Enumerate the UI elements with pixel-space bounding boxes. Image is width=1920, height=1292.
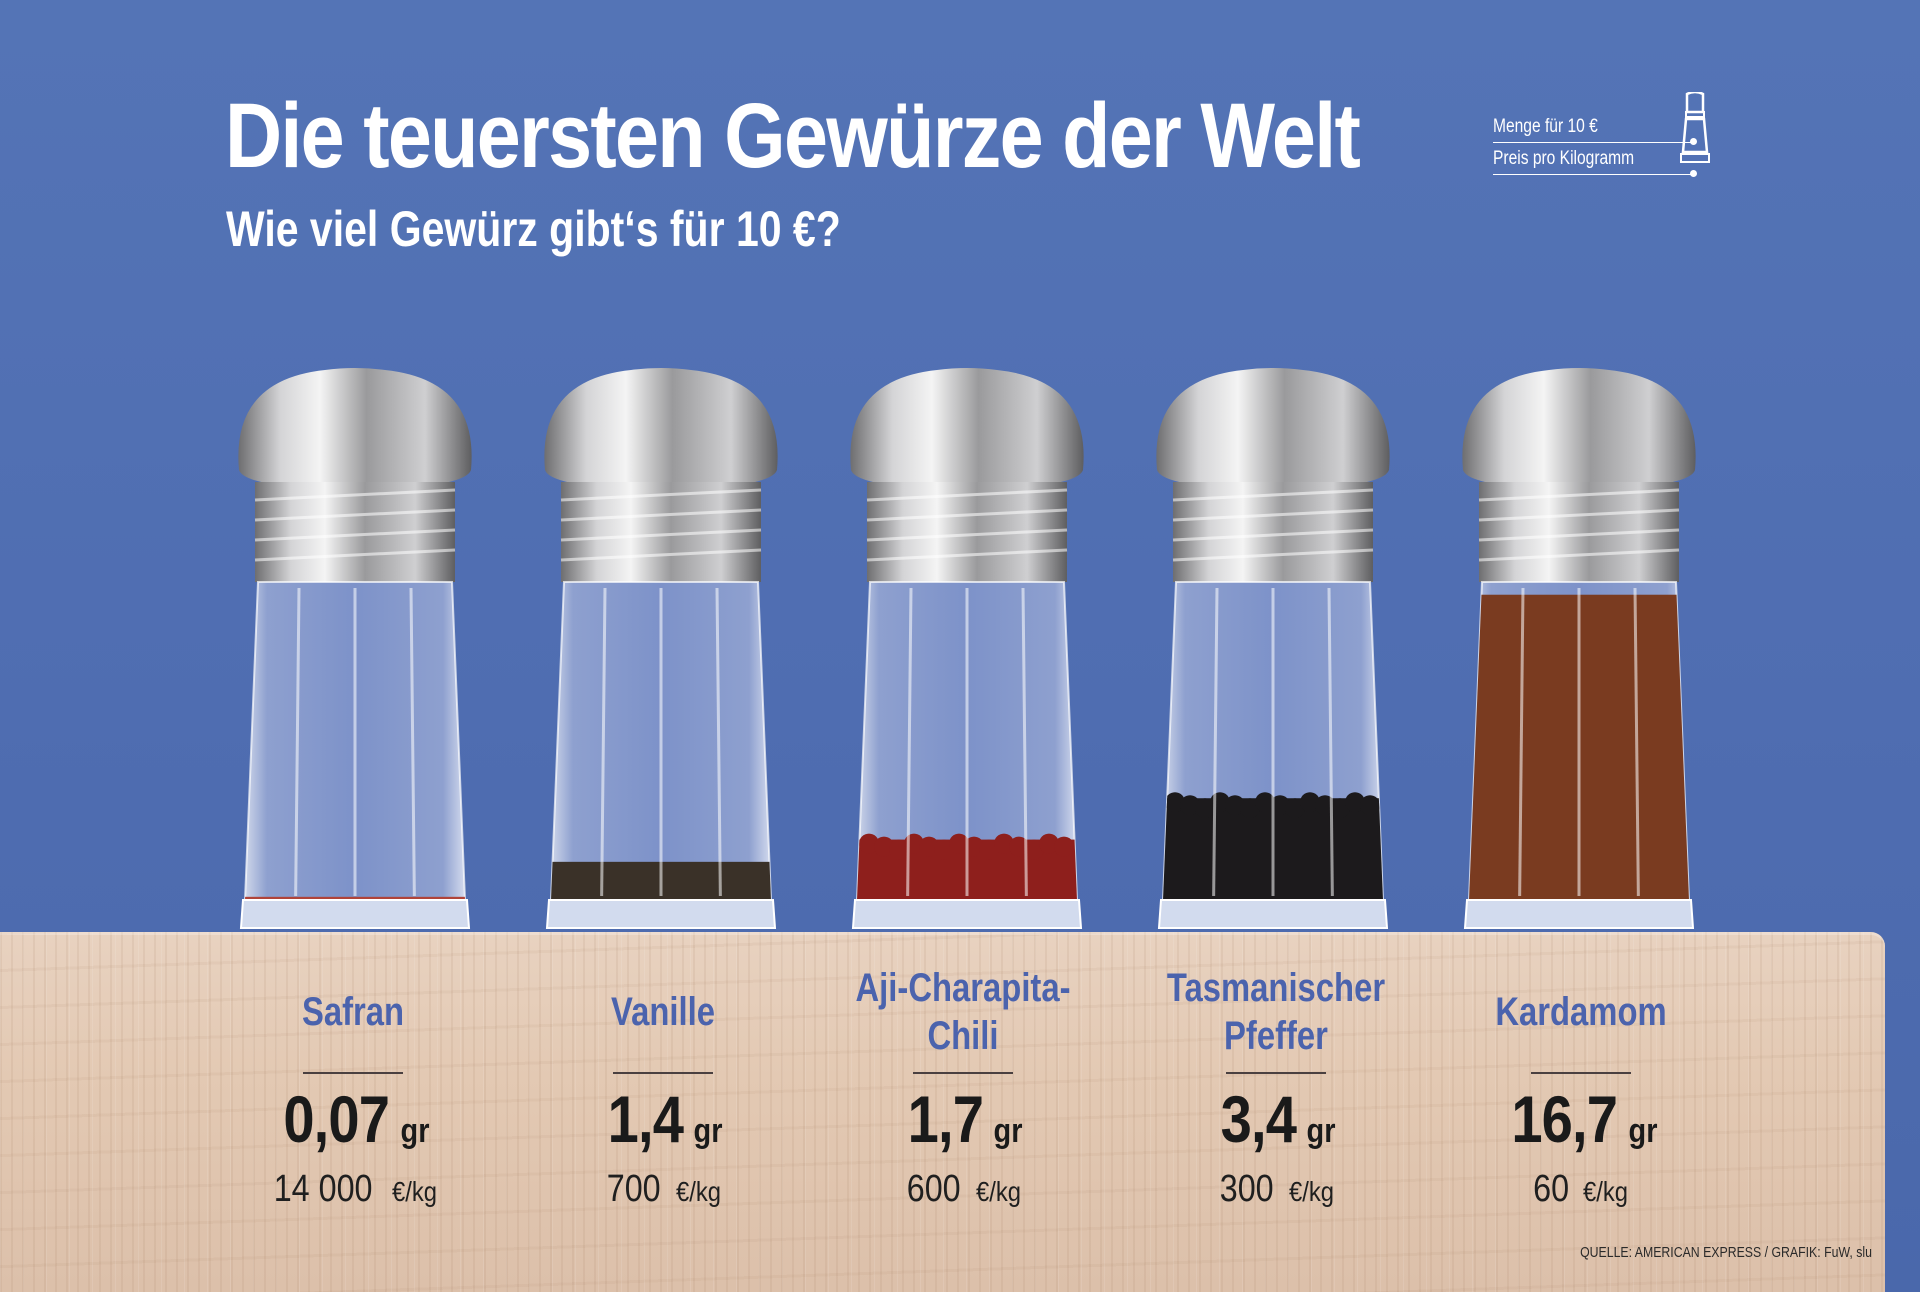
amount-value: 16,7 gr: [1510, 1082, 1658, 1156]
shaker-base: [851, 899, 1083, 929]
spice-grain: [1225, 795, 1245, 816]
price-value: 700 €/kg: [606, 1168, 721, 1210]
legend-price-dot: [1690, 170, 1697, 177]
spice-name: Vanille: [611, 990, 715, 1034]
separator: [1226, 1072, 1326, 1074]
spice-grain: [1345, 792, 1365, 813]
separator: [1531, 1072, 1631, 1074]
amount-value: 0,07 gr: [282, 1082, 430, 1156]
spice-grain: [874, 836, 894, 857]
spice-grain: [1039, 833, 1059, 854]
spice-grain: [919, 836, 939, 857]
spice-grain: [1180, 795, 1200, 816]
separator: [613, 1072, 713, 1074]
spice-grain: [1300, 792, 1320, 813]
spice-grain: [1009, 836, 1029, 857]
spice-name-line2: Pfeffer: [1224, 1014, 1328, 1058]
page-title: Die teuersten Gewürze der Welt: [225, 85, 1361, 187]
amount-value: 3,4 gr: [1221, 1082, 1336, 1156]
legend-price-label: Preis pro Kilogramm: [1493, 148, 1635, 169]
spice-grain: [979, 839, 999, 860]
separator: [303, 1072, 403, 1074]
shaker-cap: [1156, 368, 1390, 490]
legend-amount-dot: [1690, 138, 1697, 145]
legend-amount-label: Menge für 10 €: [1493, 116, 1598, 137]
spice-grain: [859, 833, 879, 854]
shaker-cap: [544, 368, 778, 490]
shaker-cap: [1462, 368, 1696, 490]
spice-grain: [1054, 836, 1074, 857]
spice-grain: [1330, 798, 1350, 819]
shaker-cap: [238, 368, 472, 490]
amount-value: 1,7 gr: [908, 1082, 1023, 1156]
shaker-base: [545, 899, 777, 929]
wooden-board: Safran 0,07 gr 14 000 €/kg Vanille 1,4 g…: [0, 932, 1885, 1292]
legend: Menge für 10 € Preis pro Kilogramm: [1490, 92, 1720, 182]
separator: [913, 1072, 1013, 1074]
spice-name: Kardamom: [1495, 990, 1667, 1034]
spice-grain: [1195, 798, 1215, 819]
shaker-vanille: [544, 368, 778, 929]
shaker-base: [239, 899, 471, 929]
amount-value: 1,4 gr: [608, 1082, 723, 1156]
spice-fill: [245, 896, 465, 900]
spice-grain: [1360, 795, 1380, 816]
spice-grain: [1240, 798, 1260, 819]
spice-grain: [1165, 792, 1185, 813]
spice-grain: [934, 839, 954, 860]
price-value: 60 €/kg: [1533, 1168, 1628, 1210]
price-value: 600 €/kg: [906, 1168, 1021, 1210]
spice-grain: [1255, 792, 1275, 813]
shaker-base: [1463, 899, 1695, 929]
spice-grain: [1024, 839, 1044, 860]
spice-name: Aji-Charapita-: [855, 966, 1071, 1010]
legend-price-rule: [1493, 174, 1693, 175]
shaker-icon: [1680, 92, 1710, 163]
spice-grain: [889, 839, 909, 860]
price-value: 300 €/kg: [1219, 1168, 1334, 1210]
shaker-safran: [238, 368, 472, 929]
source-credit: QUELLE: AMERICAN EXPRESS / GRAFIK: FuW, …: [1580, 1244, 1872, 1261]
spice-grain: [949, 833, 969, 854]
spice-name: Tasmanischer: [1166, 966, 1386, 1010]
price-value: 14 000 €/kg: [273, 1168, 437, 1210]
shaker-kardamom: [1462, 368, 1696, 929]
shaker-pfeffer: [1156, 368, 1390, 929]
spice-grain: [964, 836, 984, 857]
spice-name-line2: Chili: [927, 1014, 999, 1058]
spice-grain: [994, 833, 1014, 854]
shaker-base: [1157, 899, 1389, 929]
page-subtitle: Wie viel Gewürz gibt‘s für 10 €?: [226, 201, 841, 257]
shakers-row: [0, 360, 1920, 935]
spice-grain: [1285, 798, 1305, 819]
spice-grain: [1270, 795, 1290, 816]
legend-amount-rule: [1493, 142, 1693, 143]
shaker-chili: [850, 368, 1084, 929]
shaker-cap: [850, 368, 1084, 490]
spice-name: Safran: [301, 990, 405, 1034]
